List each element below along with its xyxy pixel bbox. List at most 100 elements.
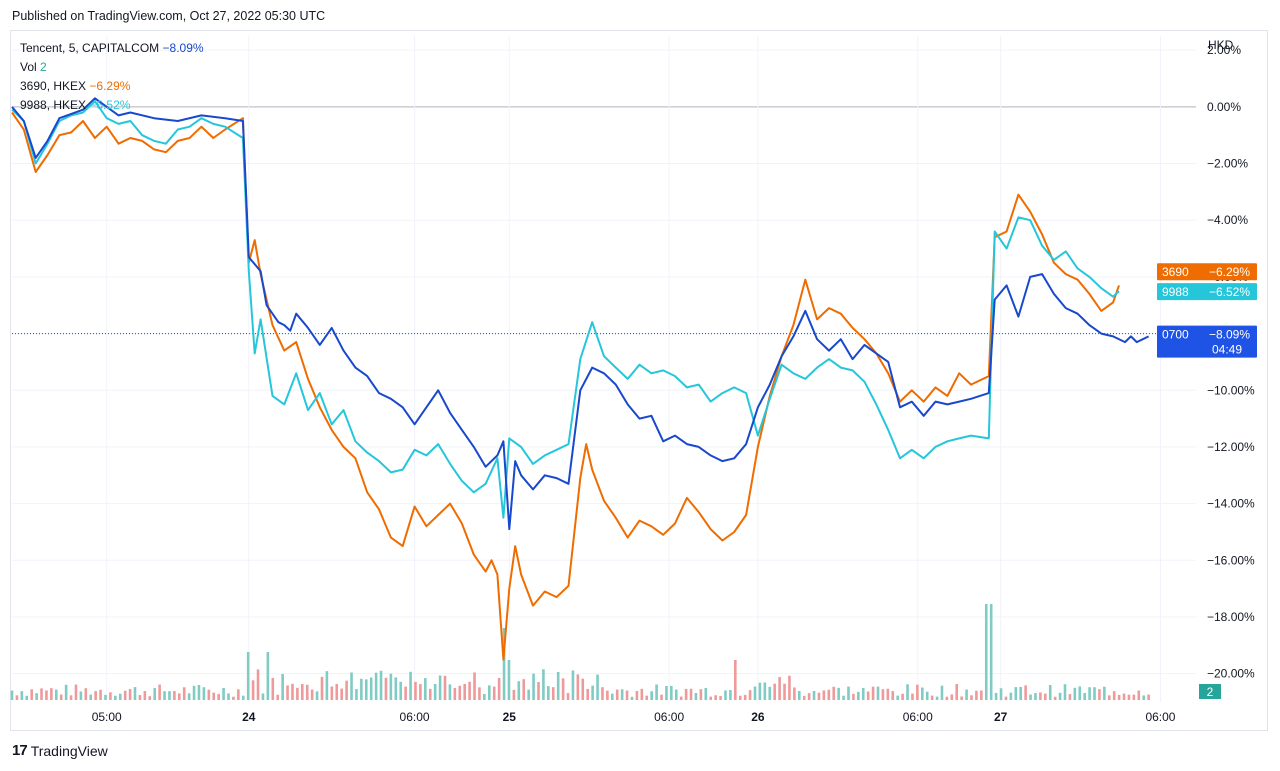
legend-row-3690[interactable]: 3690, HKEX −6.29%: [20, 77, 204, 96]
volume-bar: [984, 604, 988, 700]
price-labels: 3690 −6.29% 9988 −6.52% 0700 −8.09%04:49: [1157, 263, 1257, 358]
y-tick-label: −12.00%: [1207, 440, 1255, 454]
price-label-timer: 04:49: [1212, 343, 1242, 357]
volume-bar: [1122, 693, 1126, 700]
volume-bar: [1014, 687, 1018, 700]
volume-bar: [911, 693, 914, 700]
volume-bar: [414, 681, 417, 700]
volume-bar: [581, 678, 585, 700]
volume-bar: [1103, 686, 1106, 700]
volume-bar: [241, 695, 245, 700]
volume-bar: [453, 687, 457, 700]
legend-row-9988[interactable]: 9988, HKEX −6.52%: [20, 96, 204, 115]
volume-bar: [866, 691, 870, 700]
volume-bar: [537, 682, 540, 700]
volume-bar: [118, 693, 122, 700]
volume-bar: [173, 691, 176, 700]
y-axis: 2.00%0.00%−2.00%−4.00%−6.00%−8.00%−10.00…: [1207, 38, 1255, 681]
x-axis: 05:00 24 06:00 25 06:00 26 06:00 27 06:00: [92, 710, 1176, 724]
volume-bar: [296, 687, 299, 700]
volume-bar: [232, 696, 235, 700]
volume-bar: [660, 694, 663, 700]
volume-bar: [301, 684, 304, 700]
volume-bar: [945, 696, 949, 700]
volume-bar: [940, 685, 944, 700]
volume-bar: [684, 688, 688, 700]
volume-bar: [419, 684, 422, 700]
volume-bar: [237, 689, 240, 700]
volume-bar: [487, 685, 491, 700]
volume-bar: [950, 694, 954, 700]
volume-bar: [409, 671, 412, 700]
volume-bar: [857, 691, 860, 700]
volume-bar: [256, 669, 260, 700]
volume-bar: [753, 686, 757, 700]
volume-bar: [404, 686, 407, 700]
volume-bar: [433, 683, 437, 700]
volume-bar: [970, 695, 973, 700]
legend-row-tencent[interactable]: Tencent, 5, CAPITALCOM −8.09%: [20, 39, 204, 58]
footer-brand[interactable]: 17 TradingView: [12, 742, 108, 759]
volume-bar: [679, 696, 683, 700]
volume-bar: [871, 686, 875, 700]
volume-bar: [89, 694, 93, 700]
volume-bar: [286, 685, 289, 700]
volume-bar: [768, 686, 772, 700]
legend-value: −6.29%: [89, 79, 131, 93]
volume-bar: [512, 689, 516, 700]
price-label-bg-0700: [1157, 325, 1257, 358]
legend-row-vol[interactable]: Vol 2: [20, 58, 204, 77]
volume-bar: [674, 689, 678, 700]
volume-bar: [207, 689, 211, 700]
volume-bar: [694, 692, 698, 700]
legend-value: −8.09%: [162, 41, 204, 55]
volume-bar: [251, 680, 255, 700]
volume-bar: [758, 682, 762, 700]
tradingview-logo-icon: 17: [12, 742, 28, 759]
volume-bar: [611, 693, 614, 700]
volume-bar: [906, 684, 909, 700]
volume-bar: [197, 684, 201, 700]
volume-bar: [615, 689, 619, 700]
volume-bar: [281, 673, 284, 700]
volume-bar: [463, 683, 466, 700]
volume-bar: [566, 692, 570, 700]
volume-bar: [778, 677, 781, 700]
volume-bar: [364, 679, 368, 700]
volume-bar: [271, 677, 275, 700]
grid-lines: [12, 36, 1196, 702]
volume-bar: [960, 696, 963, 700]
volume-bar: [1034, 693, 1037, 700]
volume-bar: [158, 684, 161, 700]
price-label-symbol-9988: 9988: [1162, 285, 1189, 299]
volume-bar: [930, 695, 934, 700]
price-label-bg-9988: [1157, 283, 1257, 301]
volume-bar: [123, 690, 127, 700]
volume-bar: [576, 674, 580, 700]
volume-bar: [305, 684, 309, 700]
volume-bar: [699, 689, 703, 700]
volume-bar: [635, 690, 639, 700]
volume-bar: [1098, 689, 1101, 700]
volume-bar: [246, 652, 250, 700]
volume-bar: [1078, 686, 1082, 700]
volume-bar: [975, 690, 978, 700]
volume-bar: [645, 695, 649, 700]
volume-bar: [94, 691, 97, 700]
volume-bar: [886, 688, 890, 700]
volume-bar: [517, 681, 521, 700]
volume-bar: [788, 675, 791, 700]
volume-bar: [1083, 693, 1086, 700]
currency-label: HKD: [1208, 38, 1234, 52]
volume-bar: [40, 688, 43, 700]
volume-bar: [1132, 694, 1136, 700]
y-tick-label: 0.00%: [1207, 100, 1241, 114]
volume-bar: [483, 693, 486, 700]
volume-bar: [832, 686, 836, 700]
volume-bar: [20, 691, 24, 700]
volume-bar: [738, 695, 742, 700]
volume-bar: [478, 687, 481, 700]
volume-bar: [424, 678, 427, 700]
volume-bar: [896, 695, 899, 700]
